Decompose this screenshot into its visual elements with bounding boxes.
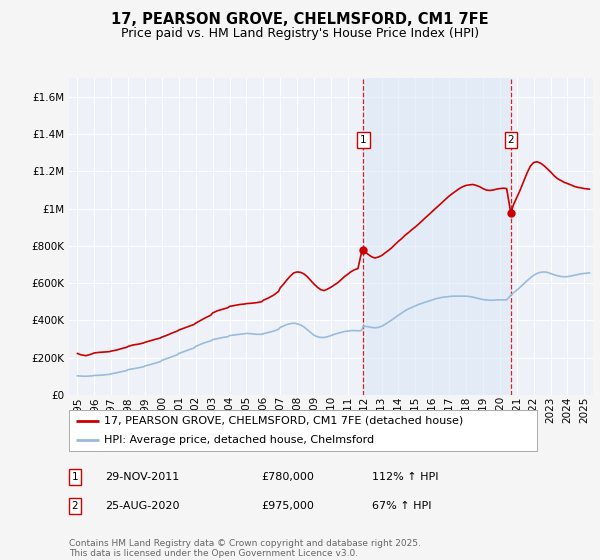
Text: £975,000: £975,000 xyxy=(261,501,314,511)
Text: 67% ↑ HPI: 67% ↑ HPI xyxy=(372,501,431,511)
Text: 17, PEARSON GROVE, CHELMSFORD, CM1 7FE: 17, PEARSON GROVE, CHELMSFORD, CM1 7FE xyxy=(111,12,489,27)
Bar xyxy=(364,78,511,395)
Text: 1: 1 xyxy=(71,472,79,482)
Text: 25-AUG-2020: 25-AUG-2020 xyxy=(105,501,179,511)
Text: £780,000: £780,000 xyxy=(261,472,314,482)
Text: 2: 2 xyxy=(508,135,514,145)
Text: 1: 1 xyxy=(360,135,367,145)
Text: 17, PEARSON GROVE, CHELMSFORD, CM1 7FE (detached house): 17, PEARSON GROVE, CHELMSFORD, CM1 7FE (… xyxy=(104,416,463,426)
Text: 2: 2 xyxy=(71,501,79,511)
Text: HPI: Average price, detached house, Chelmsford: HPI: Average price, detached house, Chel… xyxy=(104,435,374,445)
Text: 29-NOV-2011: 29-NOV-2011 xyxy=(105,472,179,482)
Text: Price paid vs. HM Land Registry's House Price Index (HPI): Price paid vs. HM Land Registry's House … xyxy=(121,27,479,40)
Text: Contains HM Land Registry data © Crown copyright and database right 2025.
This d: Contains HM Land Registry data © Crown c… xyxy=(69,539,421,558)
Text: 112% ↑ HPI: 112% ↑ HPI xyxy=(372,472,439,482)
